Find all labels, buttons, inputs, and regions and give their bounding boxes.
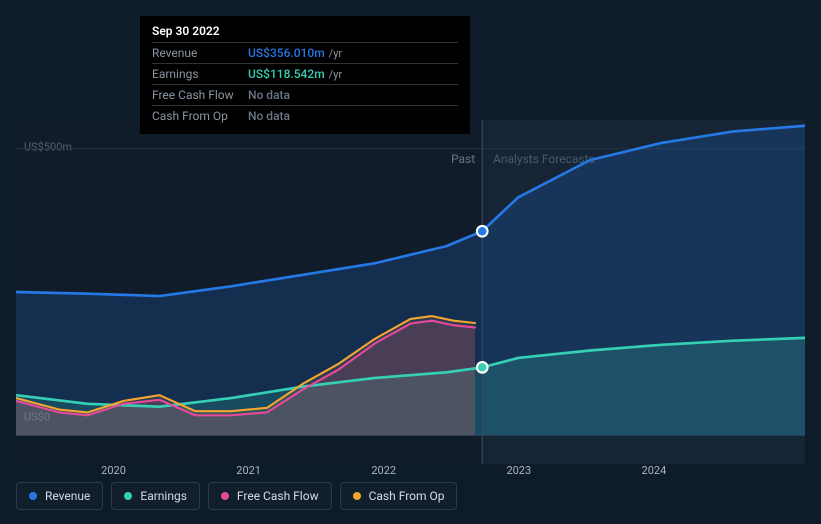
x-axis-tick-label: 2021 bbox=[236, 464, 261, 477]
legend-item-revenue[interactable]: Revenue bbox=[16, 482, 103, 510]
tooltip-row-suffix: /yr bbox=[329, 68, 342, 81]
chart-plot-area[interactable] bbox=[16, 120, 805, 464]
tooltip-row: RevenueUS$356.010m/yr bbox=[152, 42, 458, 63]
legend-item-label: Cash From Op bbox=[369, 489, 445, 503]
tooltip-row: Cash From OpNo data bbox=[152, 105, 458, 126]
chart-tooltip: Sep 30 2022 RevenueUS$356.010m/yrEarning… bbox=[140, 16, 470, 134]
legend-dot-icon bbox=[124, 492, 132, 500]
legend-item-earnings[interactable]: Earnings bbox=[111, 482, 200, 510]
tooltip-row-label: Revenue bbox=[152, 46, 248, 60]
tooltip-row: Free Cash FlowNo data bbox=[152, 84, 458, 105]
tooltip-row-label: Earnings bbox=[152, 67, 248, 81]
legend-item-label: Free Cash Flow bbox=[237, 489, 319, 503]
tooltip-row-label: Cash From Op bbox=[152, 109, 248, 123]
tooltip-row-label: Free Cash Flow bbox=[152, 88, 248, 102]
tooltip-row-value: No data bbox=[248, 88, 290, 102]
tooltip-row-value: No data bbox=[248, 109, 290, 123]
legend-dot-icon bbox=[29, 492, 37, 500]
legend-dot-icon bbox=[221, 492, 229, 500]
legend-item-label: Earnings bbox=[140, 489, 187, 503]
x-axis-tick-label: 2022 bbox=[371, 464, 396, 477]
tooltip-date: Sep 30 2022 bbox=[152, 24, 458, 38]
legend-item-fcf[interactable]: Free Cash Flow bbox=[208, 482, 332, 510]
legend-item-cfo[interactable]: Cash From Op bbox=[340, 482, 458, 510]
legend-item-label: Revenue bbox=[45, 489, 90, 503]
tooltip-row-suffix: /yr bbox=[329, 47, 342, 60]
chart-legend: Revenue Earnings Free Cash Flow Cash From O… bbox=[16, 482, 457, 510]
tooltip-row-value: US$118.542m bbox=[248, 67, 325, 81]
x-axis-labels: 2020 2021 2022 2023 2024 bbox=[46, 464, 805, 484]
x-axis-tick-label: 2023 bbox=[506, 464, 531, 477]
legend-dot-icon bbox=[353, 492, 361, 500]
x-axis-tick-label: 2024 bbox=[642, 464, 667, 477]
tooltip-row: EarningsUS$118.542m/yr bbox=[152, 63, 458, 84]
tooltip-row-value: US$356.010m bbox=[248, 46, 325, 60]
x-axis-tick-label: 2020 bbox=[101, 464, 126, 477]
